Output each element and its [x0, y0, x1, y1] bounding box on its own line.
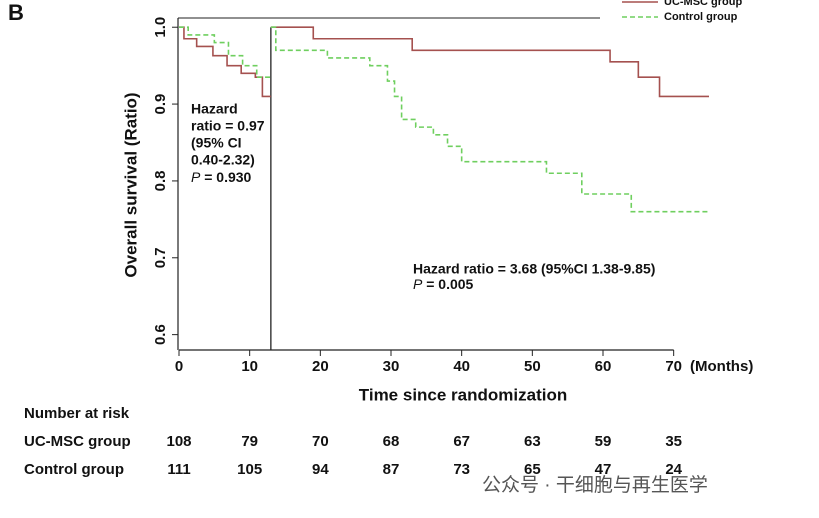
y-tick-label: 1.0: [152, 17, 169, 38]
x-tick-label: 70: [665, 358, 682, 375]
x-tick-label: 0: [175, 358, 183, 375]
risk-row-label: Control group: [24, 461, 124, 478]
risk-count: 59: [595, 433, 612, 450]
y-tick-label: 0.9: [152, 94, 169, 115]
panel-label: B: [8, 0, 24, 25]
x-tick-label: 30: [383, 358, 400, 375]
x-tick-label: 10: [241, 358, 258, 375]
x-tick-label: 40: [453, 358, 470, 375]
risk-count: 111: [167, 461, 190, 478]
risk-count: 79: [241, 433, 258, 450]
risk-count: 87: [383, 461, 400, 478]
y-axis-label: Overall survival (Ratio): [121, 92, 140, 277]
y-tick-label: 0.8: [152, 170, 169, 191]
annotation-p: P = 0.005: [413, 276, 474, 292]
risk-count: 70: [312, 433, 329, 450]
y-tick-label: 0.6: [152, 324, 169, 345]
x-unit: (Months): [690, 358, 753, 375]
x-tick-label: 60: [595, 358, 612, 375]
annotation-line: (95% CI: [191, 135, 242, 151]
risk-count: 65: [524, 461, 541, 478]
legend-label: UC-MSC group: [664, 0, 742, 8]
risk-count: 35: [665, 433, 682, 450]
risk-count: 94: [312, 461, 329, 478]
survival-curve: [179, 26, 709, 98]
risk-count: 47: [595, 461, 612, 478]
annotation-line: 0.40-2.32): [191, 152, 255, 168]
risk-title: Number at risk: [24, 405, 130, 422]
risk-count: 24: [665, 461, 682, 478]
risk-count: 68: [383, 433, 400, 450]
p-label: P: [413, 276, 423, 292]
risk-row-label: UC-MSC group: [24, 433, 131, 450]
risk-count: 105: [237, 461, 262, 478]
x-tick-label: 20: [312, 358, 329, 375]
annotation-p: P = 0.930: [191, 169, 252, 185]
p-value: = 0.005: [422, 276, 473, 292]
annotation-line: Hazard ratio = 3.68 (95%CI 1.38-9.85): [413, 261, 655, 277]
risk-count: 63: [524, 433, 541, 450]
watermark: 公众号 · 干细胞与再生医学: [482, 474, 708, 496]
x-tick-label: 50: [524, 358, 541, 375]
legend-label: Control group: [664, 11, 738, 23]
risk-count: 73: [453, 461, 470, 478]
p-value: = 0.930: [200, 169, 251, 185]
p-label: P: [191, 169, 201, 185]
risk-count: 67: [453, 433, 470, 450]
annotation-line: Hazard: [191, 101, 238, 117]
x-axis-label: Time since randomization: [359, 385, 567, 404]
y-tick-label: 0.7: [152, 247, 169, 268]
survival-curve: [179, 26, 709, 213]
annotation-line: ratio = 0.97: [191, 118, 265, 134]
risk-count: 108: [166, 433, 191, 450]
